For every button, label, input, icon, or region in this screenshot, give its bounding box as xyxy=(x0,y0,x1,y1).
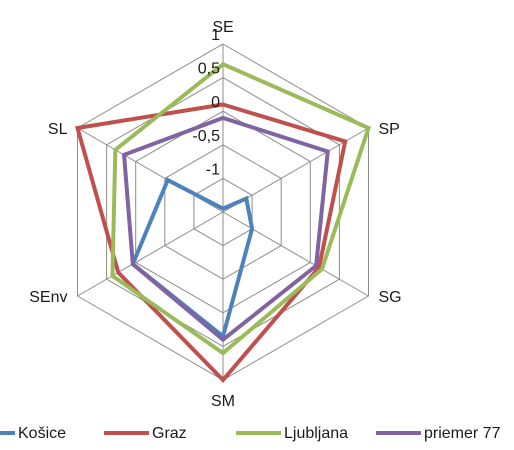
series-line-3 xyxy=(121,115,330,343)
tick-label: 0,5 xyxy=(198,61,220,78)
axis-label-se: SE xyxy=(212,19,233,36)
spoke-senv xyxy=(77,211,224,297)
tick-label: -1 xyxy=(206,161,220,178)
legend-label: Košice xyxy=(18,425,66,442)
axis-label-sm: SM xyxy=(211,393,235,410)
tick-label: -0,5 xyxy=(192,128,220,145)
series-line-1 xyxy=(74,102,348,383)
tick-label: 0 xyxy=(211,94,220,111)
radial-tick-labels: -1 -0,5 0 0,5 1 xyxy=(192,27,220,178)
axis-label-sp: SP xyxy=(378,121,399,138)
spoke-sg xyxy=(222,211,369,297)
series-line-0 xyxy=(130,177,255,340)
axis-label-sg: SG xyxy=(378,289,401,306)
legend-label: Ljubljana xyxy=(284,425,348,442)
legend: Košice Graz Ljubljana priemer 77 xyxy=(0,425,501,442)
axis-labels: SE SP SG SM SEnv SL xyxy=(29,19,401,410)
legend-label: priemer 77 xyxy=(424,425,501,442)
radar-series xyxy=(74,61,371,383)
tick-label: 1 xyxy=(211,27,220,44)
axis-label-sl: SL xyxy=(48,121,68,138)
series-line-2 xyxy=(110,61,371,356)
axis-label-senv: SEnv xyxy=(29,289,67,306)
legend-label: Graz xyxy=(152,425,187,442)
